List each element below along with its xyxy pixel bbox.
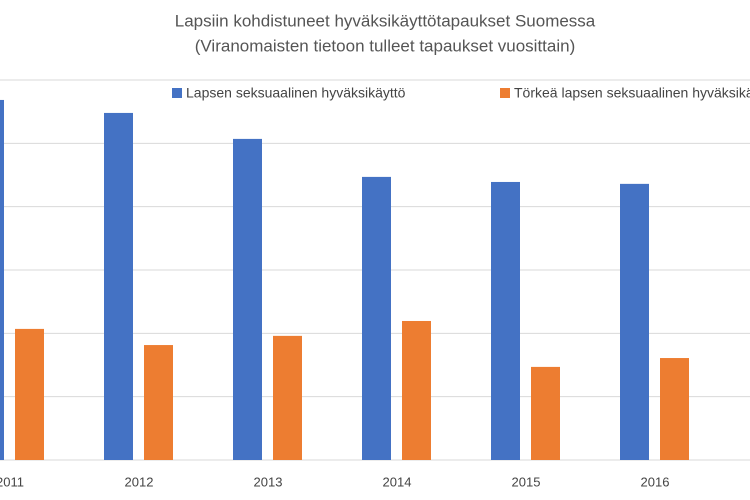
legend-swatch	[500, 88, 510, 98]
bar	[15, 328, 44, 460]
bar	[144, 345, 173, 460]
x-tick-label: 2015	[512, 474, 541, 489]
bar	[660, 358, 689, 460]
bar	[531, 366, 560, 460]
bar	[402, 320, 431, 460]
x-tick-label: 2011	[0, 474, 24, 489]
legend-label: Törkeä lapsen seksuaalinen hyväksikäyttö	[514, 85, 750, 101]
chart-title: Lapsiin kohdistuneet hyväksikäyttötapauk…	[175, 11, 596, 30]
bar	[491, 181, 520, 460]
bar	[0, 99, 4, 460]
x-tick-label: 2016	[641, 474, 670, 489]
bar	[273, 335, 302, 460]
chart-subtitle: (Viranomaisten tietoon tulleet tapaukset…	[195, 36, 576, 55]
x-tick-label: 2012	[125, 474, 154, 489]
bar	[104, 112, 133, 460]
x-tick-label: 2014	[383, 474, 412, 489]
x-tick-label: 2013	[254, 474, 283, 489]
legend-label: Lapsen seksuaalinen hyväksikäyttö	[186, 85, 406, 101]
bar	[362, 176, 391, 460]
bar	[620, 183, 649, 460]
bar	[233, 138, 262, 460]
legend-swatch	[172, 88, 182, 98]
